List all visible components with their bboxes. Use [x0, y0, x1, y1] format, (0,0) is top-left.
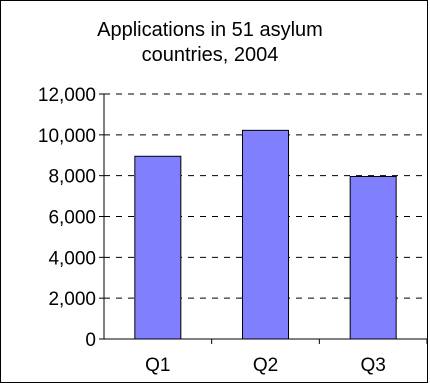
y-tick-label: 12,000: [38, 85, 96, 106]
y-tick-label: 0: [85, 330, 96, 351]
chart-title: Applications in 51 asylum countries, 200…: [97, 19, 323, 66]
x-tick-label: Q2: [253, 355, 278, 376]
x-tick-label: Q3: [360, 355, 385, 376]
x-tick-label: Q1: [145, 355, 170, 376]
bar-q1: [134, 155, 182, 340]
y-tick-label: 8,000: [48, 167, 96, 188]
bar-q2: [242, 129, 289, 340]
y-tick-label: 10,000: [38, 126, 96, 147]
y-tick-label: 6,000: [48, 208, 96, 229]
y-tick-label: 2,000: [48, 289, 96, 310]
y-tick-label: 4,000: [48, 248, 96, 269]
bar-q3: [349, 175, 397, 340]
